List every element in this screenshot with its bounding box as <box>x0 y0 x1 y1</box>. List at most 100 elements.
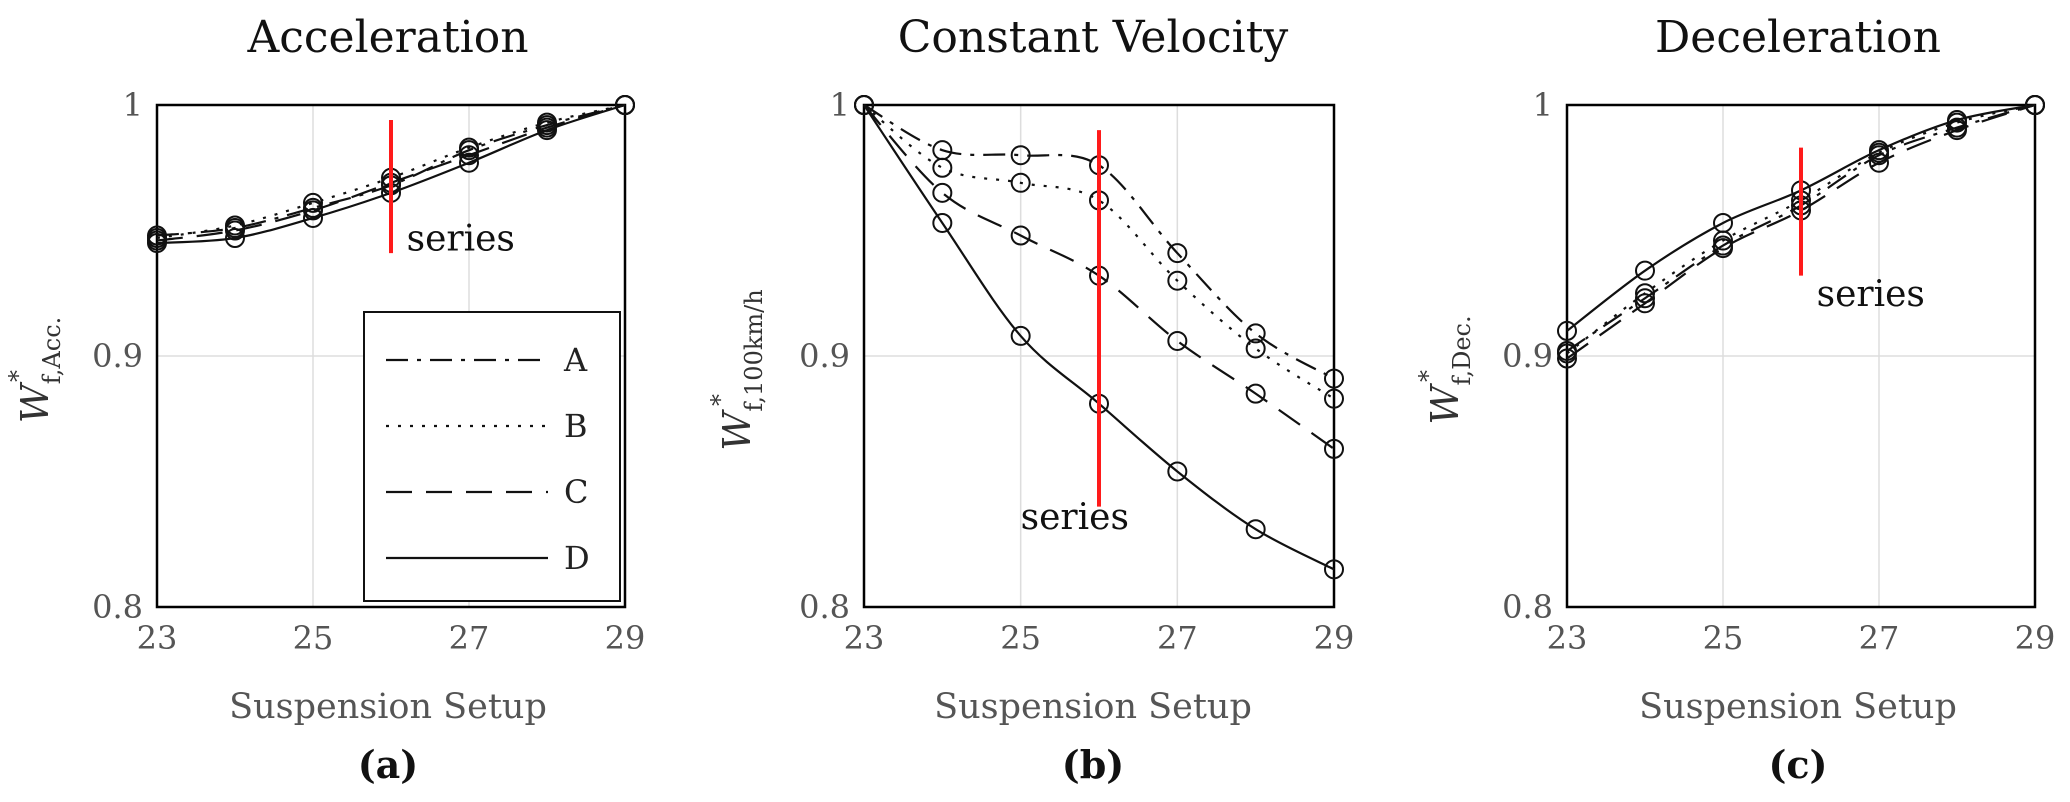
data-point-b <box>1245 338 1266 359</box>
data-point-b <box>1167 270 1188 291</box>
data-point-c <box>1167 330 1188 351</box>
data-point-c <box>1557 348 1577 369</box>
data-point-b <box>1324 388 1344 409</box>
data-point-d <box>2025 95 2045 115</box>
x-tick-label: 23 <box>137 619 178 657</box>
data-point-c <box>1324 438 1344 459</box>
y-tick-label: 0.8 <box>92 588 143 626</box>
y-tick-label: 0.9 <box>799 337 850 375</box>
x-tick-label: 27 <box>1859 619 1900 657</box>
x-axis-label: Suspension Setup <box>1639 687 1957 727</box>
panel-label: (a) <box>358 742 419 787</box>
data-point-d <box>1557 320 1577 341</box>
data-point-c <box>932 182 953 203</box>
data-point-d <box>303 207 323 228</box>
data-point-d <box>1947 110 1967 131</box>
data-point-a <box>1167 243 1188 264</box>
x-tick-label: 29 <box>605 619 646 657</box>
data-point-c <box>303 200 323 221</box>
data-point-d <box>1245 519 1266 540</box>
data-point-d <box>1324 559 1344 580</box>
y-tick-label: 0.9 <box>92 337 143 375</box>
x-tick-label: 25 <box>293 619 334 657</box>
y-tick-label: 1 <box>123 86 143 124</box>
chart-acceleration: Acceleration Suspension Setup (a) Wf,Acc… <box>4 12 645 787</box>
data-point-b <box>303 192 323 213</box>
series-line-b <box>1566 103 2036 355</box>
data-point-d <box>615 95 635 115</box>
plot-frame <box>862 103 1336 609</box>
data-point-a <box>1635 288 1655 309</box>
y-tick-label: 0.8 <box>799 588 850 626</box>
y-tick-label: 0.8 <box>1502 588 1553 626</box>
data-point-d <box>1635 260 1655 281</box>
series-line-c <box>1566 103 2036 360</box>
legend-label-c: C <box>564 473 588 511</box>
chart-title: Acceleration <box>246 12 528 63</box>
annotation-label: series <box>1021 497 1129 538</box>
data-point-a <box>1010 145 1031 166</box>
data-point-c <box>1869 152 1889 173</box>
legend-label-d: D <box>564 539 590 577</box>
data-point-b <box>225 215 245 236</box>
y-tick-label: 0.9 <box>1502 337 1553 375</box>
data-point-d <box>1713 212 1733 233</box>
plot-frame <box>1565 103 2037 609</box>
data-point-b <box>537 112 557 133</box>
chart-title: Deceleration <box>1655 12 1941 63</box>
series-line-a <box>863 104 1335 380</box>
y-axis-label: Wf,100km/h * <box>706 289 768 450</box>
chart-deceleration: Deceleration Suspension Setup (c) Wf,Dec… <box>1414 12 2055 787</box>
x-tick-label: 27 <box>449 619 490 657</box>
data-point-d <box>932 212 953 233</box>
legend-label-a: A <box>563 341 588 379</box>
data-point-c <box>225 220 245 241</box>
data-point-d <box>1869 140 1889 161</box>
data-point-c <box>1245 383 1266 404</box>
x-axis-label: Suspension Setup <box>934 687 1252 727</box>
data-point-b <box>932 157 953 178</box>
panel-label: (b) <box>1062 742 1125 787</box>
svg-text:Wf,Acc.: Wf,Acc. <box>13 317 66 424</box>
x-tick-label: 25 <box>1000 619 1041 657</box>
x-tick-label: 23 <box>844 619 885 657</box>
x-tick-label: 27 <box>1157 619 1198 657</box>
y-tick-label: 1 <box>1533 86 1553 124</box>
data-point-b <box>459 137 479 158</box>
x-tick-label: 29 <box>1314 619 1355 657</box>
data-point-d <box>225 228 245 249</box>
svg-text:Wf,Dec.: Wf,Dec. <box>1423 315 1476 424</box>
data-point-c <box>1713 238 1733 259</box>
data-point-d <box>537 120 557 141</box>
svg-text:*: * <box>4 370 32 382</box>
data-point-a <box>1245 323 1266 344</box>
svg-text:Wf,100km/h: Wf,100km/h <box>715 289 768 450</box>
data-point-d <box>147 233 167 254</box>
svg-text:*: * <box>1414 370 1442 382</box>
y-axis-label: Wf,Dec. * <box>1414 315 1476 424</box>
legend-label-b: B <box>564 407 588 445</box>
y-axis-label: Wf,Acc. * <box>4 317 66 424</box>
chart-title: Constant Velocity <box>898 12 1289 63</box>
annotation-label: series <box>407 219 515 260</box>
data-point-d <box>459 152 479 173</box>
data-point-d <box>854 95 874 115</box>
data-point-c <box>459 145 479 166</box>
data-point-b <box>1557 343 1577 364</box>
data-point-a <box>1324 368 1344 389</box>
annotation-label: series <box>1817 274 1925 315</box>
x-tick-label: 23 <box>1547 619 1588 657</box>
x-tick-label: 25 <box>1703 619 1744 657</box>
x-axis-label: Suspension Setup <box>229 687 547 727</box>
y-tick-label: 1 <box>830 86 850 124</box>
chart-constant-velocity: Constant Velocity Suspension Setup (b) W… <box>706 12 1354 787</box>
plot-frame <box>155 103 627 609</box>
svg-text:*: * <box>706 394 734 406</box>
panel-label: (c) <box>1768 742 1827 787</box>
data-point-b <box>1010 172 1031 193</box>
data-point-c <box>1010 225 1031 246</box>
data-point-c <box>1635 293 1655 314</box>
data-point-d <box>1010 325 1031 346</box>
